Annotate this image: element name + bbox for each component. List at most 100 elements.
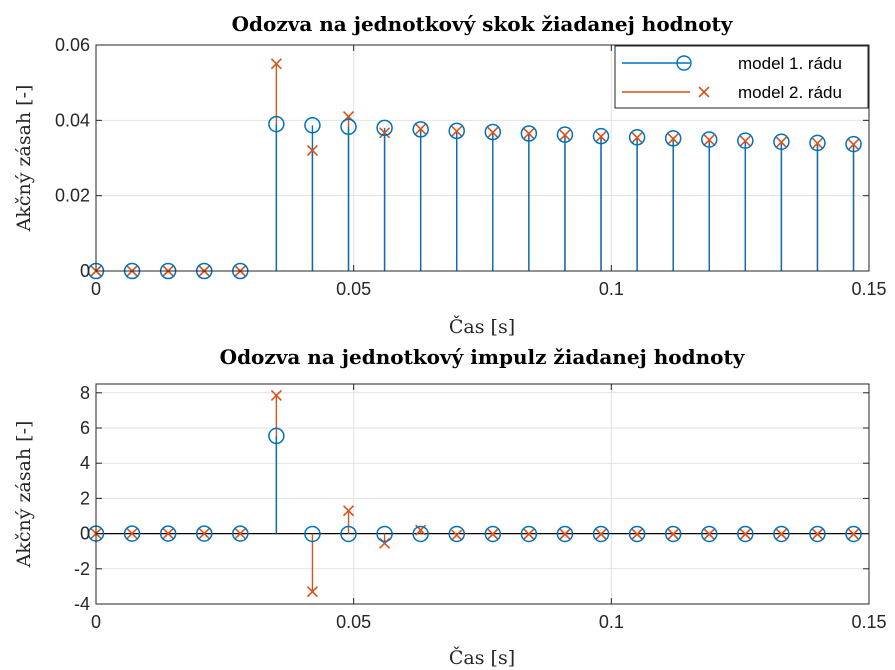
data-point-circle (195, 525, 213, 542)
y-tick-label: -2 (74, 559, 90, 579)
y-tick-label: 0.06 (55, 35, 90, 55)
data-point-x (595, 130, 607, 143)
y-tick-label: 4 (80, 453, 90, 473)
data-point-circle (845, 525, 862, 543)
data-series (87, 389, 869, 598)
data-point-x (198, 528, 210, 540)
data-point-x (523, 127, 535, 140)
data-point-circle (592, 525, 610, 543)
data-point-x (342, 505, 355, 517)
axis-ticks: 0 0.05 0.1 0.15 -4 -2 0 2 4 6 8 (74, 383, 887, 632)
plot-area (96, 384, 869, 604)
data-point-circle (340, 525, 357, 543)
data-series (87, 58, 862, 280)
x-axis-label: Čas [s] (449, 646, 515, 669)
data-point-x (451, 125, 463, 137)
y-axis-label: Akčný zásah [-] (13, 85, 35, 233)
data-point-circle (376, 525, 393, 543)
data-point-x (703, 528, 715, 540)
data-point-circle (700, 525, 718, 543)
legend-label-series-1: model 1. rádu (738, 54, 842, 73)
data-point-x (487, 126, 499, 138)
data-point-x (739, 135, 751, 147)
x-tick-label: 0.1 (599, 279, 624, 299)
data-point-circle (340, 118, 357, 135)
data-point-x (667, 133, 679, 145)
data-point-circle (592, 127, 610, 145)
data-point-circle (232, 525, 249, 542)
impulse-response-chart: 0 0.05 0.1 0.15 -4 -2 0 2 4 6 8 Odozva na jednotko… (13, 345, 887, 669)
data-point-x (667, 528, 679, 540)
y-tick-label: -4 (74, 594, 90, 614)
data-point-x (631, 132, 643, 144)
y-tick-label: 0 (80, 261, 90, 281)
data-point-circle (520, 125, 538, 142)
data-point-circle (845, 135, 862, 153)
data-point-circle (123, 525, 141, 542)
axes-box (95, 44, 870, 272)
legend-box (614, 45, 869, 109)
data-point-x (523, 528, 535, 540)
data-point-x (162, 528, 174, 540)
data-point-circle (664, 130, 682, 147)
data-point-x (739, 528, 751, 540)
axes-box (95, 383, 870, 605)
data-point-circle (628, 129, 646, 146)
legend: model 1. rádu model 2. rádu (614, 45, 869, 109)
data-point-circle (484, 123, 502, 141)
data-point-circle (268, 115, 285, 133)
data-point-x (847, 138, 860, 151)
legend-label-series-2: model 2. rádu (738, 83, 842, 102)
data-point-circle (628, 525, 646, 543)
data-point-x (595, 528, 607, 540)
x-tick-label: 0.15 (851, 279, 886, 299)
legend-marker-x (698, 86, 710, 98)
data-point-x (270, 58, 282, 70)
data-point-x (379, 127, 391, 139)
data-point-x (306, 144, 319, 157)
data-point-circle (304, 525, 321, 543)
data-point-x (487, 528, 499, 540)
data-point-x (811, 137, 824, 149)
data-point-circle (737, 525, 754, 543)
data-point-circle (737, 132, 754, 149)
x-tick-label: 0 (91, 612, 101, 632)
data-point-circle (664, 525, 682, 543)
data-point-circle (376, 119, 393, 137)
data-point-x (306, 586, 319, 598)
data-point-circle (809, 134, 826, 152)
data-point-x (631, 528, 643, 540)
data-point-circle (484, 525, 502, 543)
data-point-x (775, 528, 787, 540)
data-point-x (415, 123, 427, 135)
x-tick-label: 0.15 (851, 612, 886, 632)
data-point-circle (412, 121, 429, 138)
data-point-x (234, 528, 246, 540)
data-point-circle (159, 525, 177, 542)
data-point-x (270, 389, 282, 402)
y-tick-label: 0 (80, 524, 90, 544)
data-point-circle (809, 525, 826, 543)
y-tick-label: 2 (80, 488, 90, 508)
chart-title: Odozva na jednotkový impulz žiadanej hod… (220, 345, 746, 369)
data-point-circle (773, 133, 790, 151)
data-point-circle (520, 525, 538, 543)
data-point-circle (448, 525, 465, 543)
step-response-chart: 0 0.05 0.1 0.15 0 0.02 0.04 0.06 Odozva na jedn… (13, 12, 887, 338)
data-point-x (559, 528, 571, 540)
data-point-circle (412, 525, 429, 543)
chart-title: Odozva na jednotkový skok žiadanej hodno… (232, 12, 734, 36)
data-point-circle (304, 116, 321, 134)
x-tick-label: 0.05 (336, 612, 371, 632)
legend-marker-circle (676, 55, 692, 71)
y-tick-label: 0.02 (55, 186, 90, 206)
x-axis-label: Čas [s] (449, 315, 515, 338)
data-point-x (775, 136, 787, 148)
y-tick-label: 6 (80, 418, 90, 438)
y-tick-label: 0.04 (55, 110, 90, 130)
data-point-circle (773, 525, 790, 543)
data-point-circle (556, 126, 574, 143)
data-point-circle (700, 131, 718, 148)
data-point-circle (556, 525, 574, 543)
